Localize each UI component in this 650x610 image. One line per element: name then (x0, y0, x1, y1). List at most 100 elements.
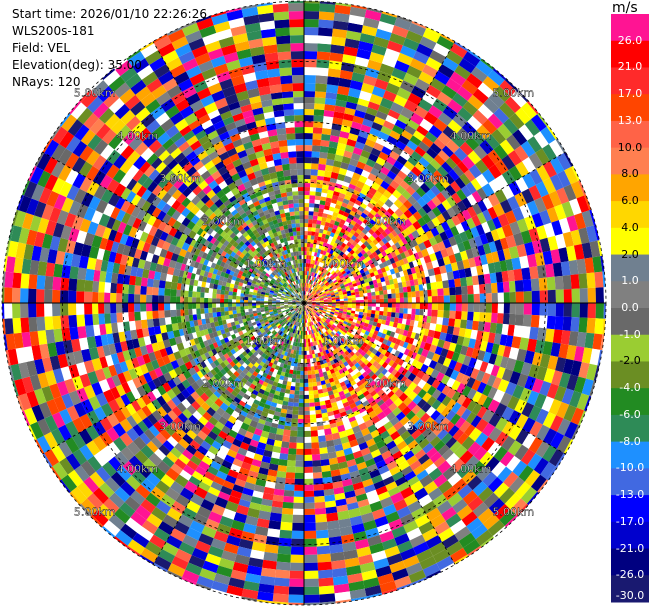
velocity-cell-2685 (346, 353, 353, 359)
velocity-cell-729 (382, 189, 393, 199)
velocity-cell-1918 (319, 305, 324, 308)
velocity-cell-3178 (358, 504, 372, 516)
velocity-cell-3438 (304, 366, 308, 371)
velocity-cell-24 (304, 203, 310, 208)
velocity-cell-4183 (283, 324, 288, 329)
velocity-cell-4101 (201, 455, 213, 466)
velocity-cell-1618 (560, 261, 571, 276)
velocity-cell-641 (310, 289, 314, 294)
velocity-cell-47 (304, 75, 316, 84)
velocity-cell-514 (403, 72, 419, 86)
velocity-cell-1875 (379, 310, 384, 316)
velocity-cell-494 (352, 189, 361, 197)
velocity-cell-3571 (289, 436, 297, 443)
velocity-cell-3887 (300, 306, 303, 311)
velocity-cell-2252 (507, 395, 520, 411)
velocity-cell-1484 (439, 265, 447, 274)
velocity-cell-2762 (393, 421, 404, 431)
velocity-cell-1282 (325, 291, 331, 295)
velocity-cell-1262 (482, 209, 493, 222)
velocity-cell-2035 (323, 308, 328, 311)
velocity-cell-2430 (514, 444, 529, 461)
velocity-cell-3540 (302, 310, 304, 315)
velocity-cell-1023 (426, 199, 437, 211)
velocity-cell-4177 (298, 306, 302, 310)
velocity-cell-2459 (375, 357, 382, 364)
velocity-cell-1012 (384, 235, 392, 242)
velocity-cell-900 (388, 215, 397, 223)
velocity-cell-2334 (350, 331, 356, 336)
velocity-cell-2561 (329, 327, 334, 332)
velocity-cell-2736 (327, 334, 332, 339)
velocity-cell-239 (309, 271, 313, 276)
velocity-cell-2718 (457, 484, 473, 499)
velocity-cell-2567 (346, 343, 352, 349)
velocity-cell-2823 (396, 440, 408, 451)
velocity-cell-3852 (268, 392, 275, 399)
velocity-cell-1258 (460, 220, 471, 232)
velocity-cell-1177 (362, 267, 369, 273)
velocity-cell-3980 (232, 438, 243, 448)
velocity-cell-217 (334, 105, 346, 114)
velocity-cell-3441 (304, 378, 309, 383)
velocity-cell-2862 (344, 370, 350, 376)
velocity-cell-3672 (288, 373, 293, 379)
velocity-cell-1910 (576, 331, 587, 348)
velocity-cell-2345 (387, 353, 395, 360)
velocity-cell-4144 (240, 387, 248, 394)
velocity-cell-2542 (473, 446, 488, 461)
velocity-cell-1590 (398, 287, 404, 293)
velocity-cell-785 (382, 203, 390, 211)
velocity-cell-3801 (264, 420, 272, 427)
velocity-cell-1332 (570, 180, 585, 199)
velocity-cell-1237 (371, 266, 378, 273)
velocity-cell-3110 (350, 444, 361, 454)
velocity-cell-746 (447, 99, 463, 114)
velocity-cell-1448 (581, 210, 594, 228)
velocity-cell-607 (358, 206, 365, 213)
velocity-cell-2679 (331, 335, 337, 341)
velocity-cell-1661 (461, 285, 468, 295)
velocity-cell-3771 (301, 306, 303, 311)
velocity-cell-1153 (515, 161, 530, 177)
velocity-cell-1098 (527, 136, 543, 153)
velocity-cell-948 (363, 246, 370, 253)
velocity-cell-586 (316, 278, 320, 283)
velocity-cell-354 (311, 276, 315, 281)
velocity-cell-2772 (428, 467, 443, 481)
velocity-cell-800 (437, 132, 452, 146)
velocity-cell-2169 (388, 335, 394, 343)
velocity-cell-2787 (310, 312, 314, 317)
velocity-cell-1929 (362, 312, 368, 317)
velocity-cell-574 (422, 64, 438, 78)
velocity-cell-1838 (479, 312, 486, 323)
velocity-cell-4201 (238, 380, 246, 388)
velocity-cell-261 (328, 185, 336, 191)
velocity-cell-1086 (456, 188, 467, 201)
velocity-cell-2725 (492, 525, 507, 538)
velocity-cell-86 (309, 187, 317, 192)
velocity-cell-3100 (336, 400, 343, 406)
velocity-cell-467 (308, 288, 312, 293)
velocity-cell-1734 (563, 288, 572, 303)
velocity-cell-1180 (373, 261, 379, 267)
velocity-cell-262 (328, 181, 337, 188)
velocity-cell-1658 (443, 287, 450, 296)
velocity-cell-66 (305, 267, 308, 272)
velocity-cell-1554 (511, 257, 522, 270)
velocity-cell-507 (382, 120, 395, 131)
velocity-cell-2699 (382, 395, 390, 403)
velocity-cell-468 (310, 284, 314, 289)
velocity-cell-1361 (404, 262, 411, 270)
velocity-cell-3586 (279, 529, 293, 539)
velocity-cell-1087 (460, 185, 472, 198)
velocity-cell-3443 (304, 386, 309, 391)
velocity-cell-3563 (293, 402, 299, 407)
velocity-cell-723 (367, 212, 375, 220)
velocity-cell-3873 (228, 495, 241, 505)
velocity-cell-2181 (437, 355, 446, 365)
velocity-cell-2720 (467, 496, 484, 512)
velocity-cell-2290 (400, 353, 408, 361)
velocity-cell-2804 (347, 367, 354, 374)
velocity-cell-3148 (320, 363, 326, 369)
